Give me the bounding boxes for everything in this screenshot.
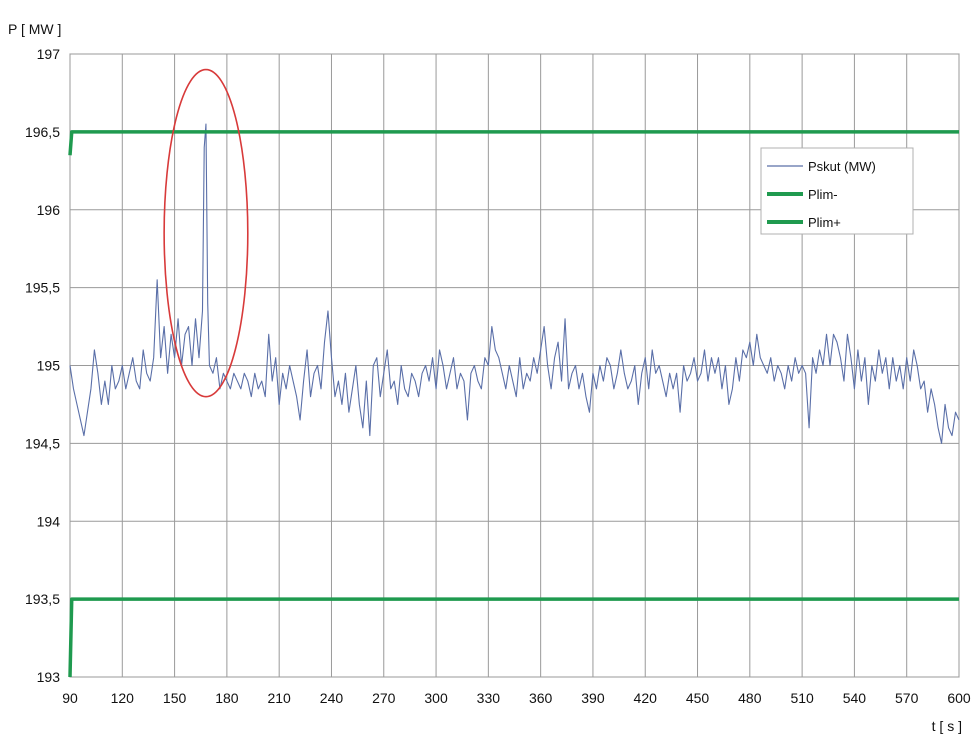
x-axis-label: t [ s ] (932, 718, 962, 734)
legend-box (760, 147, 914, 235)
x-tick-label: 270 (372, 690, 396, 706)
x-tick-label: 390 (581, 690, 605, 706)
y-axis-ticks: 193 193,5 194 194,5 195 195,5 196 196,5 197 (25, 46, 60, 685)
y-tick-label: 196,5 (25, 124, 60, 140)
x-tick-label: 90 (62, 690, 78, 706)
legend-label-plim-minus: Plim- (808, 187, 838, 202)
y-tick-label: 193 (37, 669, 61, 685)
x-tick-label: 150 (163, 690, 187, 706)
y-tick-label: 197 (37, 46, 61, 62)
x-tick-label: 510 (790, 690, 814, 706)
y-tick-label: 195,5 (25, 280, 60, 296)
y-axis-label: P [ MW ] (8, 21, 61, 37)
x-tick-label: 600 (947, 690, 971, 706)
x-tick-label: 360 (529, 690, 553, 706)
x-tick-label: 450 (686, 690, 710, 706)
legend-label-plim-plus: Plim+ (808, 215, 841, 230)
y-tick-label: 194,5 (25, 435, 60, 451)
series-line-plim-minus (68, 597, 959, 678)
series-line-pskut (69, 123, 960, 444)
x-tick-label: 240 (320, 690, 344, 706)
x-tick-label: 180 (215, 690, 239, 706)
x-tick-label: 540 (843, 690, 867, 706)
x-tick-label: 330 (477, 690, 501, 706)
x-tick-label: 420 (634, 690, 658, 706)
y-tick-label: 196 (37, 202, 61, 218)
x-tick-label: 300 (424, 690, 448, 706)
y-tick-label: 194 (37, 513, 61, 529)
legend-label-pskut: Pskut (MW) (808, 159, 876, 174)
x-tick-label: 480 (738, 690, 762, 706)
legend: Pskut (MW) Plim- Plim+ (760, 147, 914, 235)
x-tick-label: 570 (895, 690, 919, 706)
x-tick-label: 210 (267, 690, 291, 706)
y-tick-label: 193,5 (25, 591, 60, 607)
series-line-plim-plus (68, 130, 959, 156)
series-layer (68, 123, 960, 678)
highlight-ellipse (163, 68, 249, 398)
y-tick-label: 195 (37, 358, 61, 374)
x-axis-ticks: 90 120 150 180 210 240 270 300 330 360 390 420 450 48… (62, 690, 971, 706)
x-tick-label: 120 (111, 690, 135, 706)
